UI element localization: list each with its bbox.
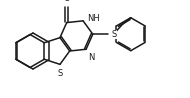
Text: S: S	[57, 69, 63, 78]
Text: NH: NH	[87, 14, 100, 23]
Text: N: N	[88, 53, 94, 62]
Text: S: S	[112, 30, 117, 39]
Text: O: O	[63, 0, 70, 3]
